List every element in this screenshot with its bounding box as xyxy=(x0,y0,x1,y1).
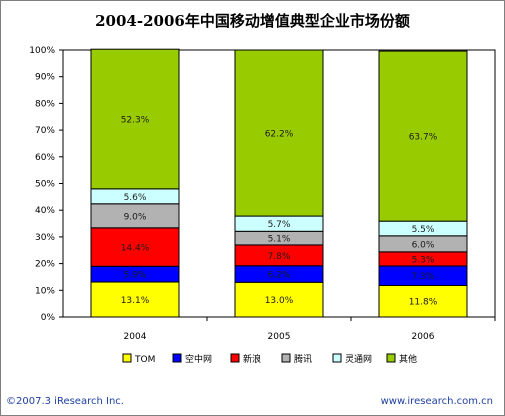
y-tick-label: 70% xyxy=(35,126,55,136)
y-tick-label: 30% xyxy=(35,233,55,243)
legend-label: TOM xyxy=(134,355,155,365)
bar-value-label: 13.1% xyxy=(121,296,150,306)
y-tick-label: 50% xyxy=(35,180,55,190)
bar-value-label: 62.2% xyxy=(265,130,294,140)
legend-label: 灵通网 xyxy=(345,354,372,365)
bar-value-label: 5.7% xyxy=(268,220,291,230)
legend-swatch xyxy=(386,353,396,363)
bar-value-label: 14.4% xyxy=(121,244,150,254)
legend-swatch xyxy=(281,353,291,363)
y-tick-label: 80% xyxy=(35,99,55,109)
legend-label: 空中网 xyxy=(185,353,212,365)
bar-value-label: 7.8% xyxy=(268,252,291,262)
y-tick-label: 40% xyxy=(35,206,55,216)
copyright-text: ©2007.3 iResearch Inc. xyxy=(6,396,124,407)
legend-swatch xyxy=(172,353,182,363)
bars: 13.1% 5.9% 14.4% 9.0% 5.6% 52.3% 13.0% 6.2% 7.8%… xyxy=(90,48,468,318)
legend-label: 新浪 xyxy=(243,353,261,365)
legend: TOM 空中网 新浪 腾讯 灵通网 其他 xyxy=(122,353,417,365)
bar-value-label: 13.0% xyxy=(265,296,294,306)
bar-segment xyxy=(378,50,468,222)
y-axis: 0% 10% 20% 30% 40% 50% 60% 70% 80% 90% 100% xyxy=(29,46,63,323)
bar-value-label: 5.6% xyxy=(124,193,147,203)
x-tick-label: 2005 xyxy=(268,332,291,342)
bar-segment xyxy=(90,281,180,318)
legend-swatch xyxy=(332,353,342,363)
bar-segment xyxy=(234,49,324,217)
y-tick-label: 0% xyxy=(41,313,56,323)
y-tick-label: 60% xyxy=(35,153,55,163)
bar-value-label: 5.1% xyxy=(268,235,291,245)
bar-segment xyxy=(378,284,468,318)
bar-value-label: 7.3% xyxy=(412,272,435,282)
bar-segment xyxy=(234,281,324,318)
y-tick-label: 100% xyxy=(29,46,55,56)
legend-swatch xyxy=(122,353,132,363)
legend-swatch xyxy=(230,353,240,363)
x-tick-label: 2006 xyxy=(412,332,435,342)
y-tick-label: 20% xyxy=(35,260,55,270)
bar-segment xyxy=(90,227,180,267)
bar-value-label: 9.0% xyxy=(124,212,147,222)
bar-value-label: 5.9% xyxy=(124,271,147,281)
bar-value-label: 6.0% xyxy=(412,240,435,250)
x-tick-label: 2004 xyxy=(124,332,147,342)
website-url: www.iresearch.com.cn xyxy=(380,396,493,407)
legend-label: 其他 xyxy=(399,353,417,365)
chart-title: 2004-2006年中国移动增值典型企业市场份额 xyxy=(95,12,410,30)
bar-segment xyxy=(90,203,180,229)
bar-value-label: 11.8% xyxy=(409,298,438,308)
bar-value-label: 52.3% xyxy=(121,116,150,126)
bar-value-label: 63.7% xyxy=(409,133,438,143)
bar-value-label: 5.3% xyxy=(412,255,435,265)
y-tick-label: 10% xyxy=(35,286,55,296)
legend-label: 腾讯 xyxy=(294,353,312,365)
bar-value-label: 6.2% xyxy=(268,271,291,281)
y-tick-label: 90% xyxy=(35,73,55,83)
bar-value-label: 5.5% xyxy=(412,225,435,235)
x-axis: 2004 2005 2006 xyxy=(124,317,496,342)
bar-segment xyxy=(90,48,180,190)
